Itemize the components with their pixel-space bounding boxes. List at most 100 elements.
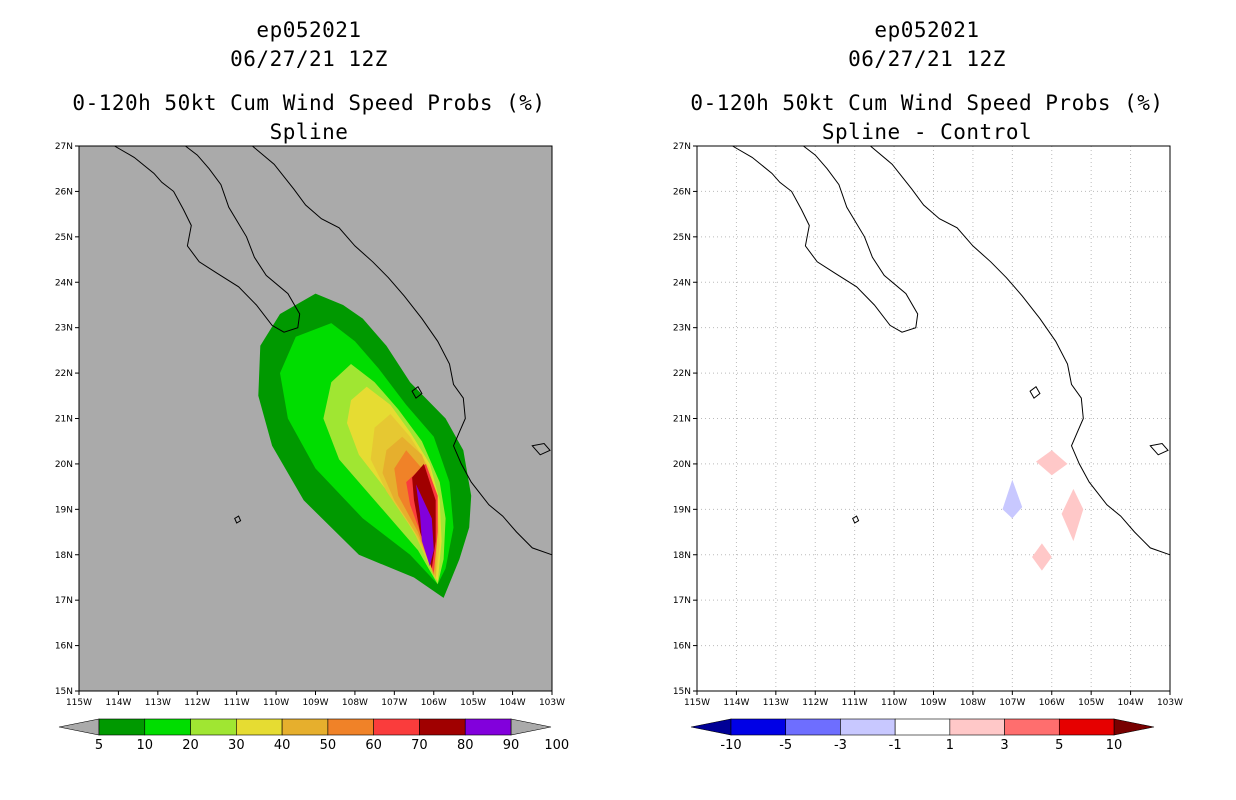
colorbar-swatch — [464, 718, 512, 736]
x-tick-label: 115W — [684, 698, 710, 708]
x-tick-label: 105W — [1078, 698, 1104, 708]
y-tick-label: 24N — [673, 278, 691, 288]
y-tick-label: 27N — [673, 142, 691, 152]
datetime: 06/27/21 12Z — [848, 47, 1006, 71]
colorbar-label: 1 — [946, 738, 954, 753]
left-map-chart: 115W 114W 113W 112W 111W 110W 109W 108W 107W 106W… — [55, 142, 569, 753]
y-tick-label: 18N — [55, 551, 73, 561]
colorbar-swatch — [327, 718, 374, 736]
y-tick-label: 20N — [673, 460, 691, 470]
colorbar-label: 90 — [503, 738, 520, 753]
x-tick-label: 114W — [105, 698, 131, 708]
datetime: 06/27/21 12Z — [230, 47, 388, 71]
colorbar-swatch — [144, 718, 191, 736]
x-tick-label: 103W — [539, 698, 565, 708]
chart-title: 0-120h 50kt Cum Wind Speed Probs (%) — [690, 91, 1164, 115]
colorbar-label: -5 — [779, 738, 792, 753]
colorbar-label: -10 — [720, 738, 741, 753]
colorbar-label: 30 — [228, 738, 245, 753]
colorbar-label: 20 — [182, 738, 199, 753]
y-tick-label: 16N — [673, 642, 691, 652]
y-tick-label: 26N — [673, 187, 691, 197]
colorbar-label: -1 — [889, 738, 902, 753]
x-tick-label: 111W — [842, 698, 868, 708]
island — [852, 515, 860, 524]
y-tick-label: 25N — [673, 233, 691, 243]
colorbar-swatch — [281, 718, 329, 736]
colorbar-label: 3 — [1000, 738, 1008, 753]
y-tick-label: 15N — [673, 687, 691, 697]
x-tick-label: 115W — [66, 698, 92, 708]
colorbar-right-arrow — [510, 718, 552, 736]
x-tick-label: 113W — [763, 698, 789, 708]
x-tick-label: 109W — [302, 698, 328, 708]
island — [1149, 442, 1169, 456]
colorbar-swatch — [785, 718, 841, 736]
colorbar-label: 5 — [1055, 738, 1063, 753]
y-tick-label: 17N — [673, 596, 691, 606]
colorbar-label: 80 — [457, 738, 474, 753]
y-tick-label: 21N — [55, 415, 73, 425]
x-tick-label: 103W — [1157, 698, 1183, 708]
x-tick-label: 106W — [421, 698, 447, 708]
x-tick-label: 108W — [960, 698, 986, 708]
storm-id: ep052021 — [874, 18, 980, 42]
x-tick-label: 108W — [342, 698, 368, 708]
x-tick-label: 110W — [263, 698, 289, 708]
colorbar-label: 10 — [137, 738, 154, 753]
colorbar-left-arrow — [58, 718, 100, 736]
y-tick-label: 15N — [55, 687, 73, 697]
colorbar-label: 40 — [274, 738, 291, 753]
storm-id: ep052021 — [256, 18, 362, 42]
y-tick-label: 25N — [55, 233, 73, 243]
colorbar-swatch — [98, 718, 146, 736]
x-tick-label: 111W — [224, 698, 250, 708]
y-tick-label: 27N — [55, 142, 73, 152]
x-tick-label: 105W — [460, 698, 486, 708]
colorbar-swatch — [419, 718, 466, 736]
coastline-baja — [114, 145, 301, 333]
colorbar-label: 70 — [411, 738, 428, 753]
island — [531, 442, 551, 456]
x-tick-label: 107W — [381, 698, 407, 708]
chart-subtitle: Spline - Control — [821, 120, 1033, 144]
y-tick-label: 22N — [673, 369, 691, 379]
island — [234, 515, 242, 524]
colorbar-label: 50 — [320, 738, 337, 753]
contour-1-to-3 — [1061, 488, 1084, 542]
x-tick-label: 110W — [881, 698, 907, 708]
colorbar-label: 5 — [95, 738, 103, 753]
coastline-mainland — [252, 145, 553, 556]
right-panel: ep052021 06/27/21 12Z 0-120h 50kt Cum Wi… — [618, 0, 1236, 800]
y-tick-label: 22N — [55, 369, 73, 379]
colorbar-swatch — [840, 718, 896, 736]
y-tick-label: 19N — [55, 505, 73, 515]
x-tick-label: 104W — [500, 698, 526, 708]
y-tick-label: 16N — [55, 642, 73, 652]
colorbar-swatch — [949, 718, 1005, 736]
colorbar-label: -3 — [834, 738, 847, 753]
x-tick-label: 112W — [802, 698, 828, 708]
coastline-mainland — [870, 145, 1171, 556]
colorbar-label: 100 — [544, 738, 569, 753]
chart-title: 0-120h 50kt Cum Wind Speed Probs (%) — [72, 91, 546, 115]
colorbar-swatch — [190, 718, 237, 736]
colorbar-label: 10 — [1106, 738, 1123, 753]
x-tick-label: 107W — [999, 698, 1025, 708]
contour--3-to--1 — [1002, 479, 1023, 519]
colorbar-label: 60 — [365, 738, 382, 753]
y-tick-label: 18N — [673, 551, 691, 561]
y-tick-label: 24N — [55, 278, 73, 288]
contour-1-to-3 — [1036, 450, 1068, 476]
x-tick-label: 114W — [723, 698, 749, 708]
y-tick-label: 23N — [55, 324, 73, 334]
left-panel: ep052021 06/27/21 12Z 0-120h 50kt Cum Wi… — [55, 18, 569, 753]
contour-90 — [416, 484, 434, 567]
y-tick-label: 26N — [55, 187, 73, 197]
chart-subtitle: Spline — [269, 120, 349, 144]
y-tick-label: 20N — [55, 460, 73, 470]
x-tick-label: 112W — [184, 698, 210, 708]
colorbar-swatch — [236, 718, 283, 736]
island — [1029, 385, 1041, 399]
x-tick-label: 104W — [1118, 698, 1144, 708]
